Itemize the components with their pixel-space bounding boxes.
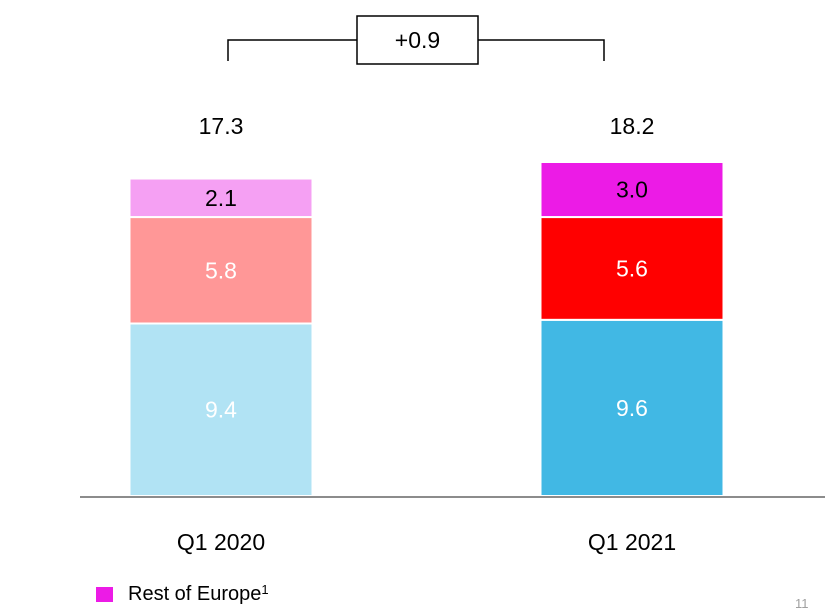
difference-box [356,15,479,65]
segment-value-label: 9.6 [616,395,648,421]
segment-value-label: 2.1 [205,185,237,211]
page-number: 11 [795,596,809,611]
legend-swatch [96,586,113,602]
legend-superscript: 1 [261,581,269,597]
category-label: Q1 2021 [588,529,676,555]
category-label: Q1 2020 [177,529,265,555]
labels-layer: 9.4 5.8 2.1 17.3 Q1 2020 9.6 5.6 3.0 18.2 Q1 2021 [177,113,676,555]
bar-segment [539,216,725,321]
bar-segment [128,322,314,497]
difference-label: +0.9 [395,27,440,53]
total-label: 18.2 [610,113,655,139]
total-label: 17.3 [199,113,244,139]
segment-value-label: 9.4 [205,397,237,423]
segment-value-label: 3.0 [616,177,648,203]
legend: Rest of Europe1 [96,581,269,606]
segment-value-label: 5.6 [616,255,648,281]
bracket-left-line [227,39,357,61]
bar-segment [128,177,314,219]
legend-label-text: Rest of Europe [128,582,262,605]
difference-bracket: +0.9 [227,15,605,65]
segment-value-label: 5.8 [205,257,237,283]
legend-label: Rest of Europe1 [128,581,269,606]
bar-segment [128,216,314,325]
bar-segment [539,318,725,498]
bars-layer [128,161,725,498]
bracket-right-line [478,39,605,61]
bar-segment [539,161,725,219]
stacked-bar-chart: 9.4 5.8 2.1 17.3 Q1 2020 9.6 5.6 3.0 18.2 Q1 2021… [80,15,825,555]
